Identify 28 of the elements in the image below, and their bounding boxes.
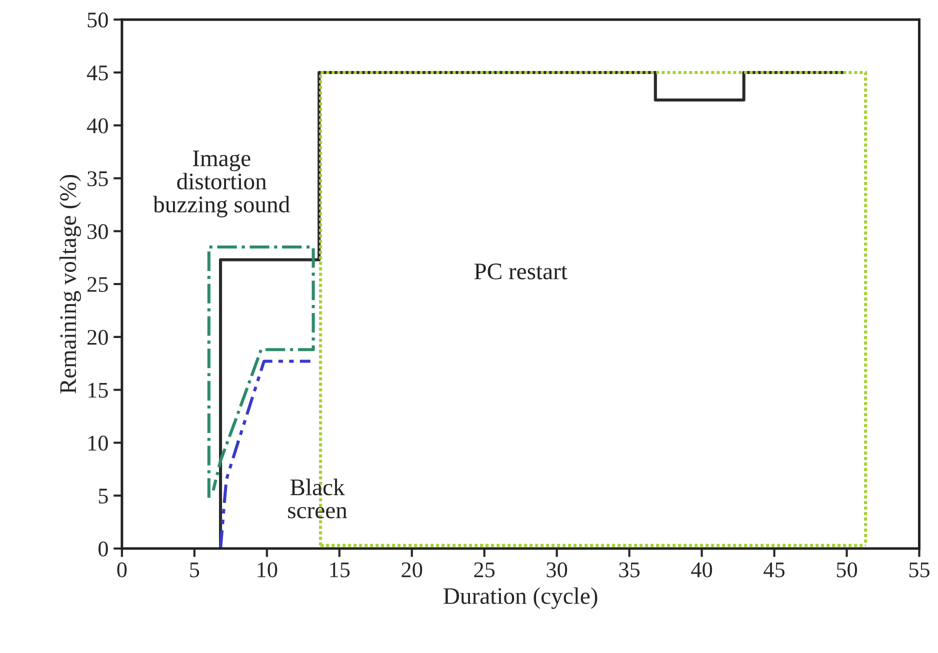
y-tick-label: 45 [86,66,108,80]
x-tick-label: 10 [258,562,278,578]
x-tick-label: 0 [117,562,127,578]
x-tick-label: 50 [836,562,858,578]
y-tick-label: 20 [88,330,108,345]
x-tick-label: 55 [909,562,930,578]
x-tick-label: 25 [474,562,495,578]
x-axis-title: Duration (cycle) [444,587,598,609]
x-tick-label: 20 [402,562,422,578]
x-tick-label: 45 [764,562,785,578]
y-tick-label: 40 [86,118,108,134]
x-tick-label: 5 [190,562,200,578]
y-tick-label: 10 [88,436,108,451]
x-tick-label: 40 [691,562,712,578]
annotation: PC restart [474,264,568,280]
y-axis-title: Remaining voltage (%) [59,174,81,394]
y-tick-label: 0 [98,541,108,556]
annotation: Image distortion buzzing sound [153,150,290,218]
y-tick-label: 30 [88,224,108,240]
x-tick-label: 30 [546,562,568,578]
x-tick-label: 35 [619,562,640,578]
y-tick-label: 15 [88,382,108,398]
x-tick-label: 15 [330,562,350,578]
annotation: Black screen [288,478,348,518]
y-tick-label: 25 [88,277,108,292]
y-tick-label: 50 [88,12,108,28]
y-tick-label: 35 [88,171,108,186]
y-tick-label: 5 [98,488,108,504]
